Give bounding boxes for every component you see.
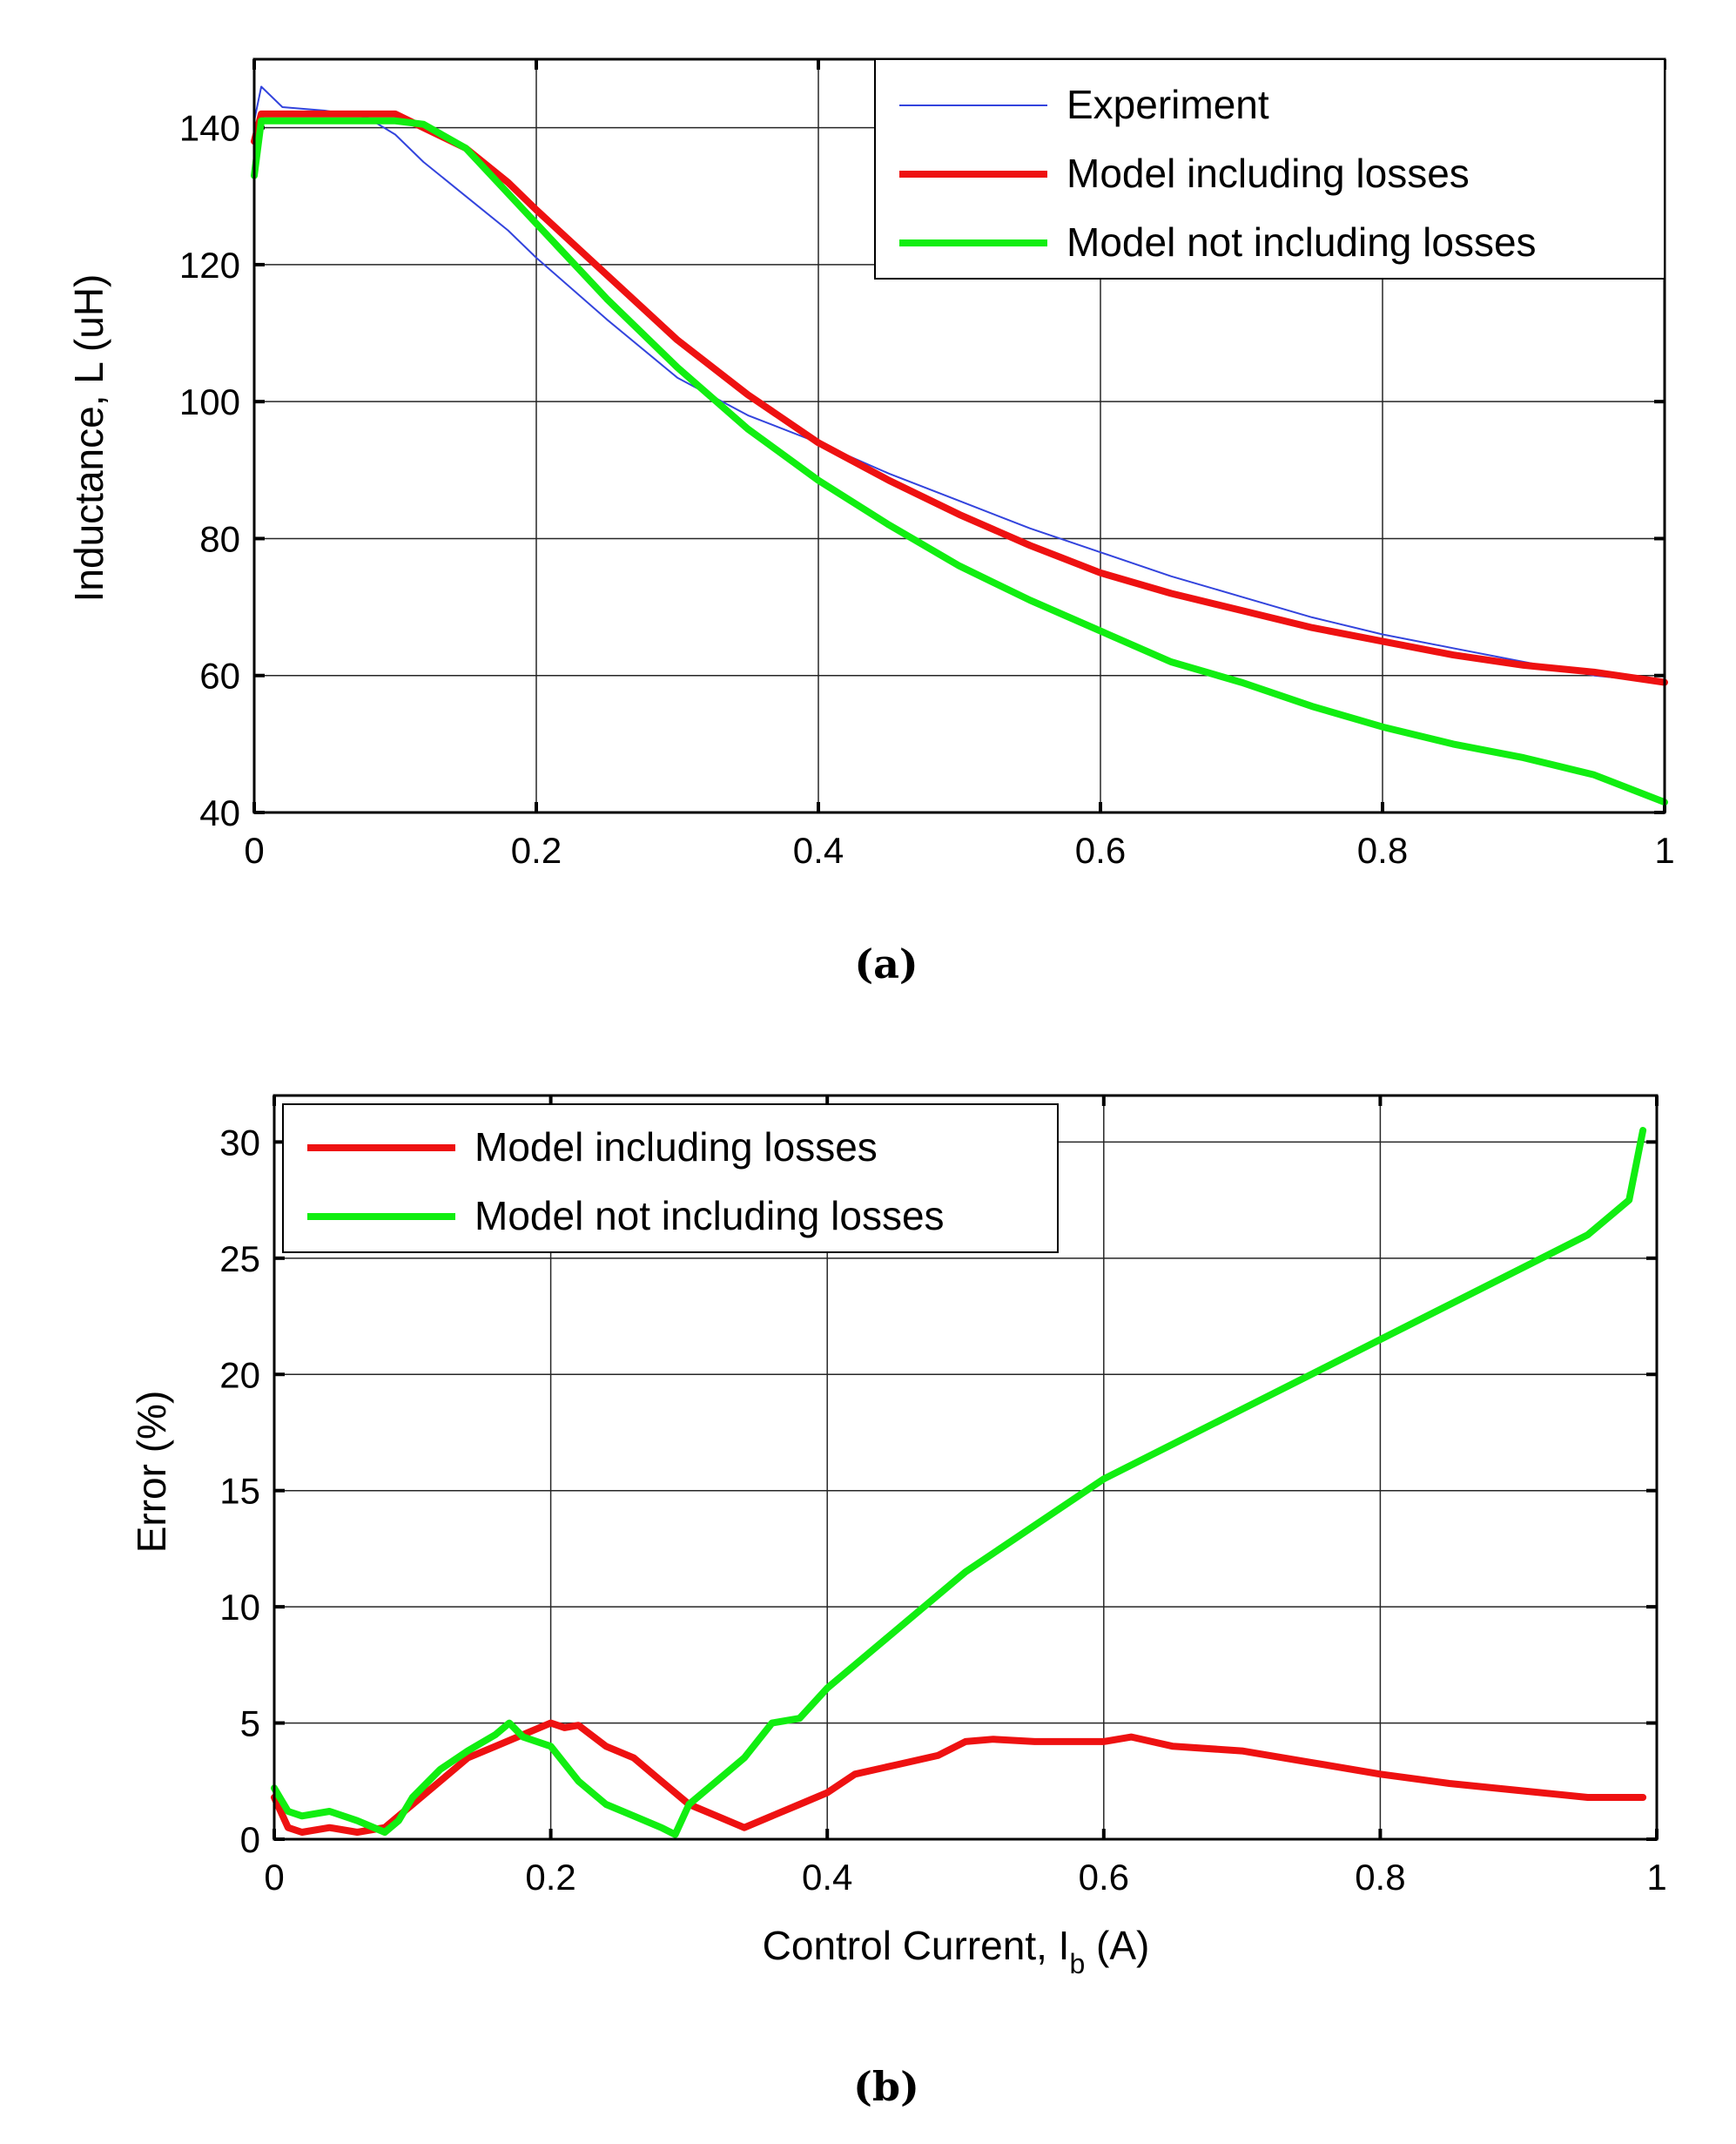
- panel-b-x-tick-label: 0.6: [1079, 1857, 1129, 1898]
- panel-a-y-tick-label: 80: [199, 518, 240, 559]
- panel-a-y-tick-label: 40: [199, 792, 240, 833]
- panel-b-legend: Model including losses Model not includin…: [282, 1103, 1059, 1253]
- panel-a-y-tick-label: 100: [179, 381, 240, 422]
- panel-a-y-tick-label: 60: [199, 656, 240, 697]
- panel-a-legend-label: Model including losses: [1066, 151, 1470, 196]
- panel-a-x-tick-label: 0.6: [1075, 830, 1126, 871]
- panel-b-y-tick-label: 0: [240, 1819, 260, 1860]
- panel-b-y-tick-label: 25: [219, 1238, 260, 1279]
- panel-a-y-tick-label: 120: [179, 245, 240, 286]
- panel-b-legend-box: [282, 1103, 1059, 1253]
- panel-b-x-tick-label: 0: [264, 1857, 284, 1898]
- panel-b-axes-box: [273, 1094, 1659, 1841]
- panel-b-series-model-including-losses: [271, 1719, 1647, 1836]
- panel-b-y-tick-label: 30: [219, 1122, 260, 1163]
- panel-b-y-tick-label: 20: [219, 1354, 260, 1395]
- panel-a-legend-box: [874, 58, 1665, 280]
- panel-b-legend-label: Model not including losses: [474, 1193, 945, 1238]
- panel-a-y-tick-label: 140: [179, 108, 240, 149]
- panel-a-series-model-not-including-losses: [251, 117, 1668, 806]
- panel-a-legend-label: Experiment: [1066, 82, 1269, 127]
- panel-a-y-axis-label: Inductance, L (uH): [66, 274, 111, 603]
- panel-b-x-tick-label: 0.2: [525, 1857, 575, 1898]
- panel-a-legend-label: Model not including losses: [1066, 219, 1537, 265]
- panel-b-x-axis-label-suffix: (A): [1085, 1923, 1149, 1968]
- panel-a-x-tick-label: 0.2: [511, 830, 562, 871]
- panel-a-x-tick-label: 1: [1654, 830, 1674, 871]
- panel-a-x-tick-label: 0: [244, 830, 264, 871]
- panel-a-x-tick-label: 0.8: [1357, 830, 1408, 871]
- panel-b-legend-label: Model including losses: [474, 1124, 878, 1170]
- panel-b-x-axis-label: Control Current, Ib (A): [763, 1923, 1150, 1979]
- panel-b-x-tick-label: 0.4: [802, 1857, 852, 1898]
- panel-b-x-tick-label: 0.8: [1355, 1857, 1405, 1898]
- panel-b-y-tick-label: 10: [219, 1587, 260, 1628]
- panel-a-x-tick-label: 0.4: [793, 830, 844, 871]
- panel-b-y-tick-label: 15: [219, 1471, 260, 1512]
- panel-a-legend: Experiment Model including losses Model no…: [874, 58, 1665, 280]
- panel-b-y-axis-label: Error (%): [129, 1391, 174, 1554]
- panel-b-x-tick-label: 1: [1646, 1857, 1666, 1898]
- panel-b-x-axis-label-subscript: b: [1069, 1948, 1085, 1979]
- panel-b-caption: (b): [853, 2063, 919, 2110]
- panel-a-inductance-chart: Inductance, L (uH) (a) 0 0.2 0.4 0.6 0.8 1406…: [66, 57, 1675, 988]
- panel-b-y-tick-label: 5: [240, 1703, 260, 1744]
- panel-b-series-model-not-including-losses: [271, 1127, 1647, 1838]
- panel-a-caption: (a): [854, 941, 918, 988]
